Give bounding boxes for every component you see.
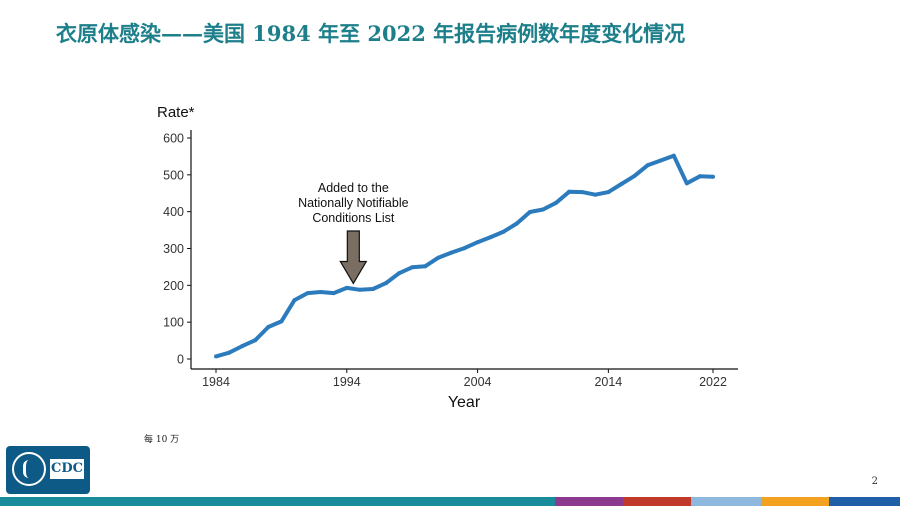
y-tick-label: 100 (163, 316, 184, 330)
data-point (384, 281, 388, 286)
x-tick-label: 1994 (333, 375, 361, 389)
y-tick-label: 300 (163, 242, 184, 256)
data-point (684, 181, 689, 186)
data-point (567, 189, 572, 194)
data-point (711, 174, 715, 179)
data-point (305, 291, 310, 296)
color-bar-segment (623, 497, 691, 506)
color-bar-segment (691, 497, 761, 506)
data-point (697, 174, 702, 179)
data-point (318, 290, 323, 294)
bottom-color-bar (0, 497, 900, 506)
data-point (266, 325, 271, 329)
data-point (475, 240, 480, 245)
data-point (501, 229, 506, 234)
y-axis-label: Rate* (157, 104, 195, 121)
y-ticks: 0 100 200 300 400 500 600 (163, 132, 191, 367)
color-bar-segment (761, 497, 829, 506)
data-point (357, 287, 362, 292)
x-tick-label: 2014 (594, 375, 622, 389)
data-point (606, 190, 611, 195)
data-point (292, 298, 297, 303)
annotation-text: Added to the Nationally Notifiable Conditi… (298, 181, 409, 225)
data-point (645, 163, 650, 168)
y-tick-label: 200 (163, 279, 184, 293)
annotation-line: Conditions List (312, 211, 395, 225)
data-point (527, 210, 532, 214)
data-point (227, 350, 232, 355)
x-tick-label: 2022 (699, 375, 727, 389)
x-ticks: 1984 1994 2004 2014 2022 (202, 369, 727, 389)
data-point (240, 344, 245, 349)
data-point (279, 319, 284, 324)
annotation-line: Nationally Notifiable (298, 196, 409, 210)
annotation: Added to the Nationally Notifiable Conditi… (298, 181, 409, 285)
data-point (593, 192, 598, 197)
data-point (671, 153, 676, 158)
cdc-logo: CDC (6, 446, 90, 494)
data-point (410, 265, 415, 270)
data-point (514, 221, 519, 226)
footnote: 每 10 万 (144, 435, 180, 445)
y-tick-label: 400 (163, 205, 184, 219)
data-point (554, 200, 559, 205)
cdc-logo-text: CDC (50, 459, 84, 479)
data-point (344, 285, 349, 290)
data-points (214, 153, 715, 359)
data-point (580, 190, 585, 195)
color-bar-segment (829, 497, 900, 506)
data-point (331, 291, 336, 296)
data-point (619, 182, 624, 186)
annotation-arrow (339, 230, 368, 285)
data-point (541, 207, 545, 212)
data-point (370, 287, 375, 291)
data-point (436, 255, 441, 260)
data-point (632, 173, 637, 178)
data-point (214, 354, 218, 359)
data-point (423, 264, 428, 269)
annotation-line: Added to the (318, 181, 389, 195)
series-line (215, 153, 714, 359)
data-point (449, 250, 454, 255)
y-tick-label: 0 (177, 353, 184, 367)
data-point (397, 271, 402, 276)
axes (190, 130, 738, 370)
color-bar-segment (0, 497, 555, 506)
y-tick-label: 500 (163, 168, 184, 182)
data-point (658, 158, 663, 163)
data-point (462, 246, 467, 251)
slide-title: 衣原体感染——美国 1984 年至 2022 年报告病例数年度变化情况 (56, 21, 686, 46)
x-tick-label: 1984 (202, 375, 230, 389)
data-point (488, 235, 493, 240)
x-axis-label: Year (448, 394, 481, 411)
y-tick-label: 600 (163, 132, 184, 146)
data-point (253, 338, 258, 343)
hhs-seal-icon (12, 452, 46, 486)
color-bar-segment (555, 497, 623, 506)
page-number: 2 (871, 476, 878, 487)
x-tick-label: 2004 (464, 375, 492, 389)
